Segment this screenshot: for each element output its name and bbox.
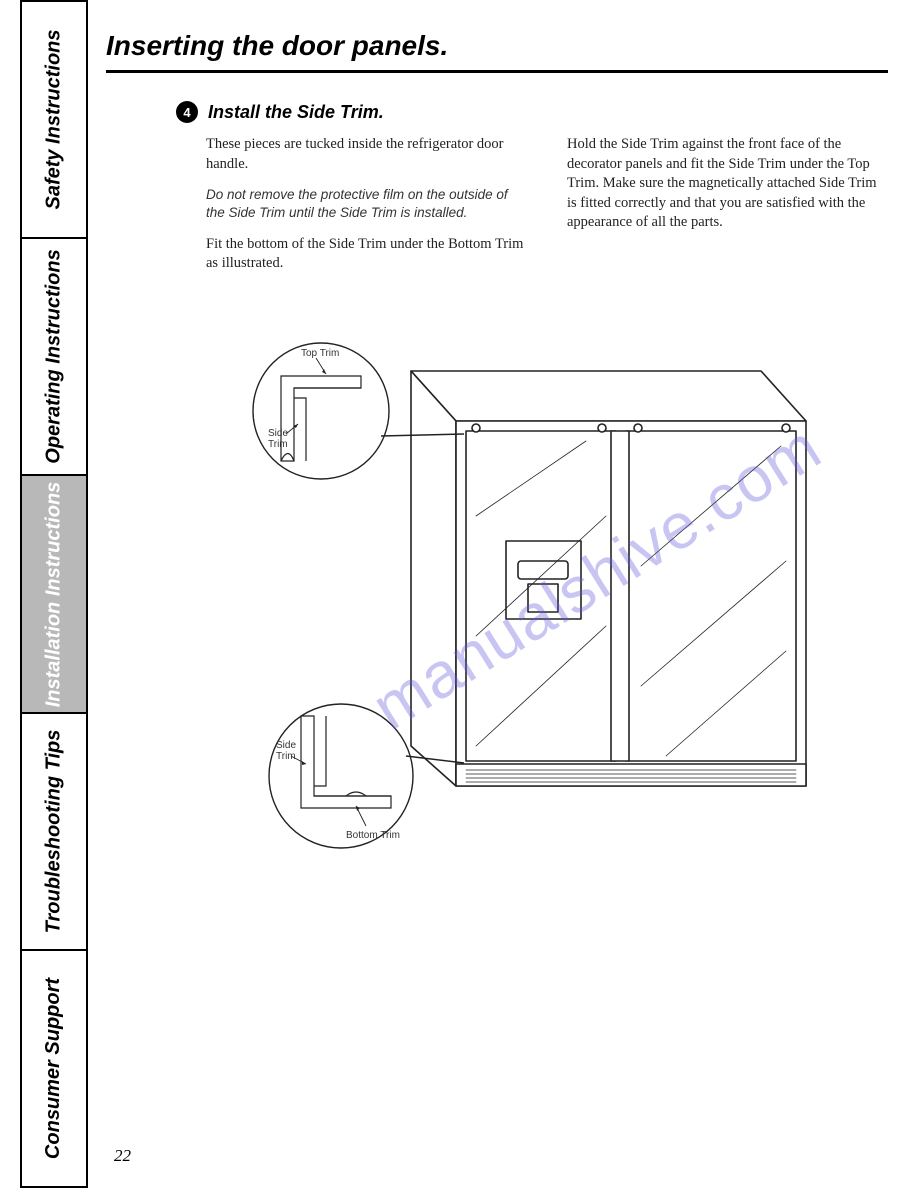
body-note: Do not remove the protective film on the… [206,186,527,222]
tab-installation-instructions[interactable]: Installation Instructions [20,474,86,711]
page-title: Inserting the door panels. [106,30,888,62]
sidebar-tabs: Safety Instructions Operating Instructio… [20,0,88,1188]
body-paragraph: These pieces are tucked inside the refri… [206,135,527,174]
right-column: Hold the Side Trim against the front fac… [567,135,888,286]
tab-label: Operating Instructions [43,250,66,464]
tab-consumer-support[interactable]: Consumer Support [20,949,86,1188]
body-paragraph: Hold the Side Trim against the front fac… [567,135,888,233]
tab-label: Safety Instructions [43,30,66,210]
left-column: These pieces are tucked inside the refri… [206,135,527,286]
refrigerator-diagram: Top Trim SideTrim [206,316,866,876]
tab-operating-instructions[interactable]: Operating Instructions [20,237,86,474]
tab-safety-instructions[interactable]: Safety Instructions [20,0,86,237]
diagram-svg: Top Trim SideTrim [206,316,866,876]
body-columns: These pieces are tucked inside the refri… [206,135,888,286]
body-paragraph: Fit the bottom of the Side Trim under th… [206,235,527,274]
page-content: Inserting the door panels. 4 Install the… [88,0,918,1188]
step-header: 4 Install the Side Trim. [176,101,888,123]
tab-label: Installation Instructions [43,481,66,707]
tab-label: Troubleshooting Tips [43,729,66,933]
page-number: 22 [114,1146,131,1166]
step-number-badge: 4 [176,101,198,123]
callout-bottom-trim: Bottom Trim [346,830,400,841]
callout-top-trim: Top Trim [301,348,339,359]
callout-side-trim-bottom: SideTrim [276,740,296,762]
step-title: Install the Side Trim. [208,102,384,123]
tab-troubleshooting-tips[interactable]: Troubleshooting Tips [20,712,86,949]
title-rule [106,70,888,73]
callout-side-trim-top: SideTrim [268,428,288,450]
tab-label: Consumer Support [43,978,66,1159]
